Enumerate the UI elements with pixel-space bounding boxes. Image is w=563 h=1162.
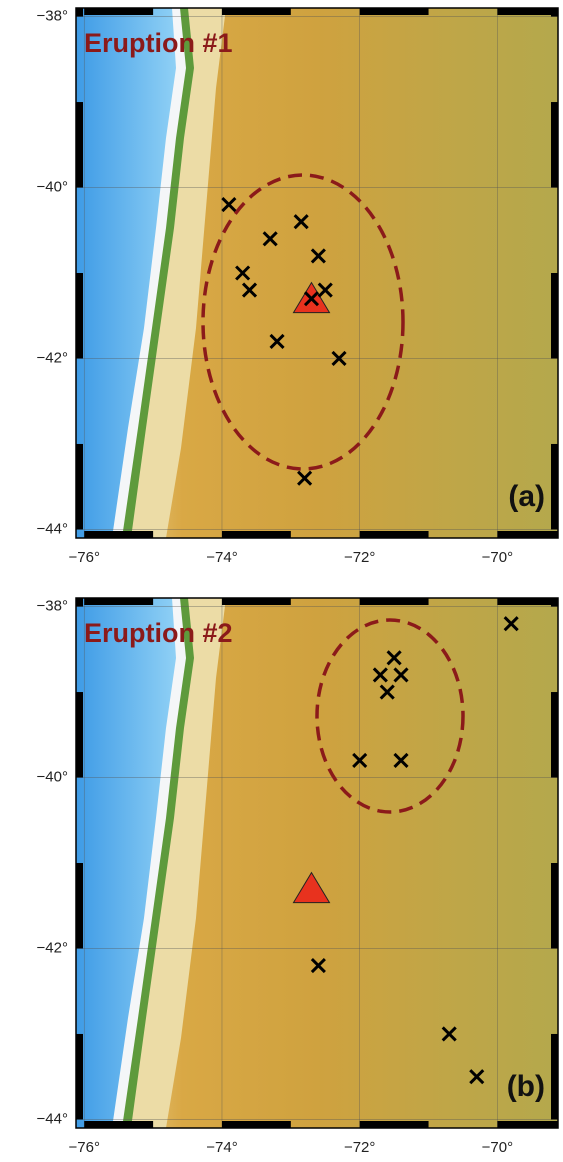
y-tick-label: −38° [37, 598, 68, 615]
region-ellipse [315, 618, 465, 814]
frame-bar [551, 8, 558, 17]
frame-bar [359, 8, 429, 15]
event-marker [372, 667, 388, 683]
event-marker [262, 231, 278, 247]
frame-bar [76, 598, 83, 607]
event-marker [221, 197, 237, 213]
frame-bar [551, 1033, 558, 1120]
frame-bar [76, 102, 83, 188]
frame-bar [359, 1121, 429, 1128]
map-panel [75, 597, 559, 1129]
frame-bar [551, 598, 558, 607]
frame-bar [84, 531, 154, 538]
frame-bar [551, 273, 558, 359]
frame-bar [76, 863, 83, 949]
frame-bar [84, 8, 154, 15]
x-tick-label: −72° [344, 1139, 375, 1156]
event-marker [352, 752, 368, 768]
frame-bar [221, 598, 291, 605]
frame-bar [221, 531, 291, 538]
y-tick-label: −40° [37, 768, 68, 785]
frame-bar [359, 531, 429, 538]
ocean [76, 598, 176, 1128]
panel-label: (b) [507, 1070, 545, 1103]
event-marker [386, 650, 402, 666]
event-marker [310, 248, 326, 264]
frame-bar [359, 598, 429, 605]
event-marker [269, 333, 285, 349]
frame-bar [76, 273, 83, 359]
event-marker [241, 282, 258, 298]
frame-bar [551, 102, 558, 188]
region-ellipse [201, 173, 405, 471]
frame-bar [76, 1033, 83, 1120]
y-tick-label: −44° [37, 520, 68, 537]
event-marker [317, 282, 333, 298]
frame-bar [221, 1121, 291, 1128]
x-tick-label: −70° [482, 549, 513, 566]
y-tick-label: −38° [37, 8, 68, 25]
frame-bar [497, 8, 558, 15]
event-marker [297, 470, 313, 486]
panel-title: Eruption #1 [84, 28, 233, 58]
frame-bar [497, 1121, 558, 1128]
frame-bar [76, 692, 83, 778]
x-tick-label: −70° [482, 1139, 513, 1156]
x-tick-label: −72° [344, 549, 375, 566]
frame-bar [76, 8, 83, 17]
event-marker [393, 667, 409, 683]
x-tick-label: −74° [206, 549, 237, 566]
event-marker [379, 684, 395, 700]
event-marker [503, 616, 519, 632]
event-marker [331, 350, 347, 367]
y-tick-label: −40° [37, 178, 68, 195]
frame-bar [221, 8, 291, 15]
x-tick-label: −76° [69, 1139, 100, 1156]
frame-bar [76, 443, 83, 530]
event-marker [235, 265, 251, 281]
event-marker [441, 1026, 457, 1042]
frame-bar [84, 598, 154, 605]
event-marker [393, 752, 409, 768]
ocean [76, 8, 176, 538]
event-marker [310, 958, 326, 974]
frame-bar [551, 863, 558, 949]
y-tick-label: −42° [37, 349, 68, 366]
x-tick-label: −74° [206, 1139, 237, 1156]
volcano [292, 871, 331, 904]
panel-title: Eruption #2 [84, 618, 233, 648]
map-panel [75, 7, 559, 539]
y-tick-label: −44° [37, 1110, 68, 1127]
y-tick-label: −42° [37, 939, 68, 956]
panel-label: (a) [508, 480, 545, 513]
event-marker [469, 1069, 485, 1085]
event-marker [303, 291, 320, 307]
frame-bar [497, 598, 558, 605]
x-tick-label: −76° [69, 549, 100, 566]
frame-bar [497, 531, 558, 538]
frame-bar [551, 692, 558, 778]
frame-bar [551, 443, 558, 530]
frame-bar [84, 1121, 154, 1128]
event-marker [293, 214, 309, 230]
